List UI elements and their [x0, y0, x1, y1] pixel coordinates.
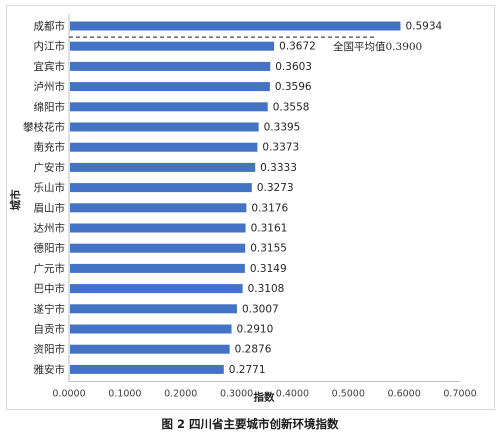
category-label: 眉山市 — [34, 201, 66, 214]
value-label: 0.5934 — [405, 21, 442, 33]
bar-13 — [70, 263, 245, 273]
category-label: 绵阳市 — [34, 100, 66, 113]
value-label: 0.2910 — [237, 324, 274, 336]
category-label: 泸州市 — [34, 80, 66, 93]
category-label: 雅安市 — [34, 363, 66, 376]
bar-4 — [70, 82, 270, 92]
bar-6 — [70, 122, 259, 132]
category-label: 遂宁市 — [34, 302, 66, 315]
value-label: 0.3672 — [279, 41, 316, 53]
category-label: 德阳市 — [34, 242, 66, 255]
bar-10 — [70, 203, 247, 213]
bar-2 — [70, 41, 275, 51]
bar-11 — [70, 223, 246, 233]
value-label: 0.3108 — [248, 283, 285, 295]
x-tick-label: 0.6000 — [388, 389, 421, 400]
value-label: 0.3007 — [242, 303, 279, 315]
value-label: 0.3558 — [273, 101, 310, 113]
bar-17 — [70, 344, 230, 354]
x-tick-label: 0.1000 — [108, 389, 141, 400]
x-axis-title: 指数 — [254, 391, 275, 404]
x-tick-label: 0.3000 — [220, 389, 253, 400]
average-annotation: 全国平均值0.3900 — [333, 40, 422, 53]
category-label: 自贡市 — [34, 323, 66, 336]
value-label: 0.3149 — [250, 263, 287, 275]
value-label: 0.3333 — [260, 162, 297, 174]
value-label: 0.3603 — [275, 61, 312, 73]
bar-3 — [70, 61, 271, 71]
bar-15 — [70, 304, 237, 314]
bar-5 — [70, 102, 268, 112]
value-label: 0.3176 — [251, 202, 288, 214]
value-label: 0.2771 — [229, 364, 266, 376]
category-label: 资阳市 — [34, 343, 66, 356]
bar-12 — [70, 243, 246, 253]
category-label: 南充市 — [34, 141, 66, 154]
x-tick-label: 0.5000 — [332, 389, 365, 400]
figure-caption: 图 2 四川省主要城市创新环境指数 — [161, 417, 339, 431]
category-label: 巴中市 — [34, 282, 66, 295]
category-label: 乐山市 — [34, 181, 66, 194]
bar-9 — [70, 183, 252, 193]
value-label: 0.3155 — [250, 243, 287, 255]
bar-16 — [70, 324, 232, 334]
category-label: 广元市 — [34, 262, 66, 275]
x-tick-label: 0.4000 — [276, 389, 309, 400]
value-label: 0.3161 — [251, 223, 288, 235]
category-label: 达州市 — [34, 222, 66, 235]
category-label: 攀枝花市 — [23, 121, 65, 134]
value-label: 0.2876 — [235, 344, 272, 356]
category-label: 成都市 — [34, 20, 66, 33]
category-label: 广安市 — [34, 161, 66, 174]
bar-8 — [70, 162, 256, 172]
category-label: 内江市 — [34, 40, 66, 53]
category-label: 宜宾市 — [34, 60, 66, 73]
value-label: 0.3373 — [262, 142, 299, 154]
bar-7 — [70, 142, 258, 152]
x-tick-label: 0.0000 — [52, 389, 85, 400]
value-label: 0.3273 — [257, 182, 294, 194]
y-axis-title: 城市 — [9, 189, 22, 210]
value-label: 0.3395 — [264, 122, 301, 134]
x-tick-label: 0.2000 — [164, 389, 197, 400]
bar-14 — [70, 284, 243, 294]
x-tick-label: 0.7000 — [443, 389, 476, 400]
value-label: 0.3596 — [275, 81, 312, 93]
bar-1 — [70, 21, 401, 31]
bar-18 — [70, 364, 224, 374]
